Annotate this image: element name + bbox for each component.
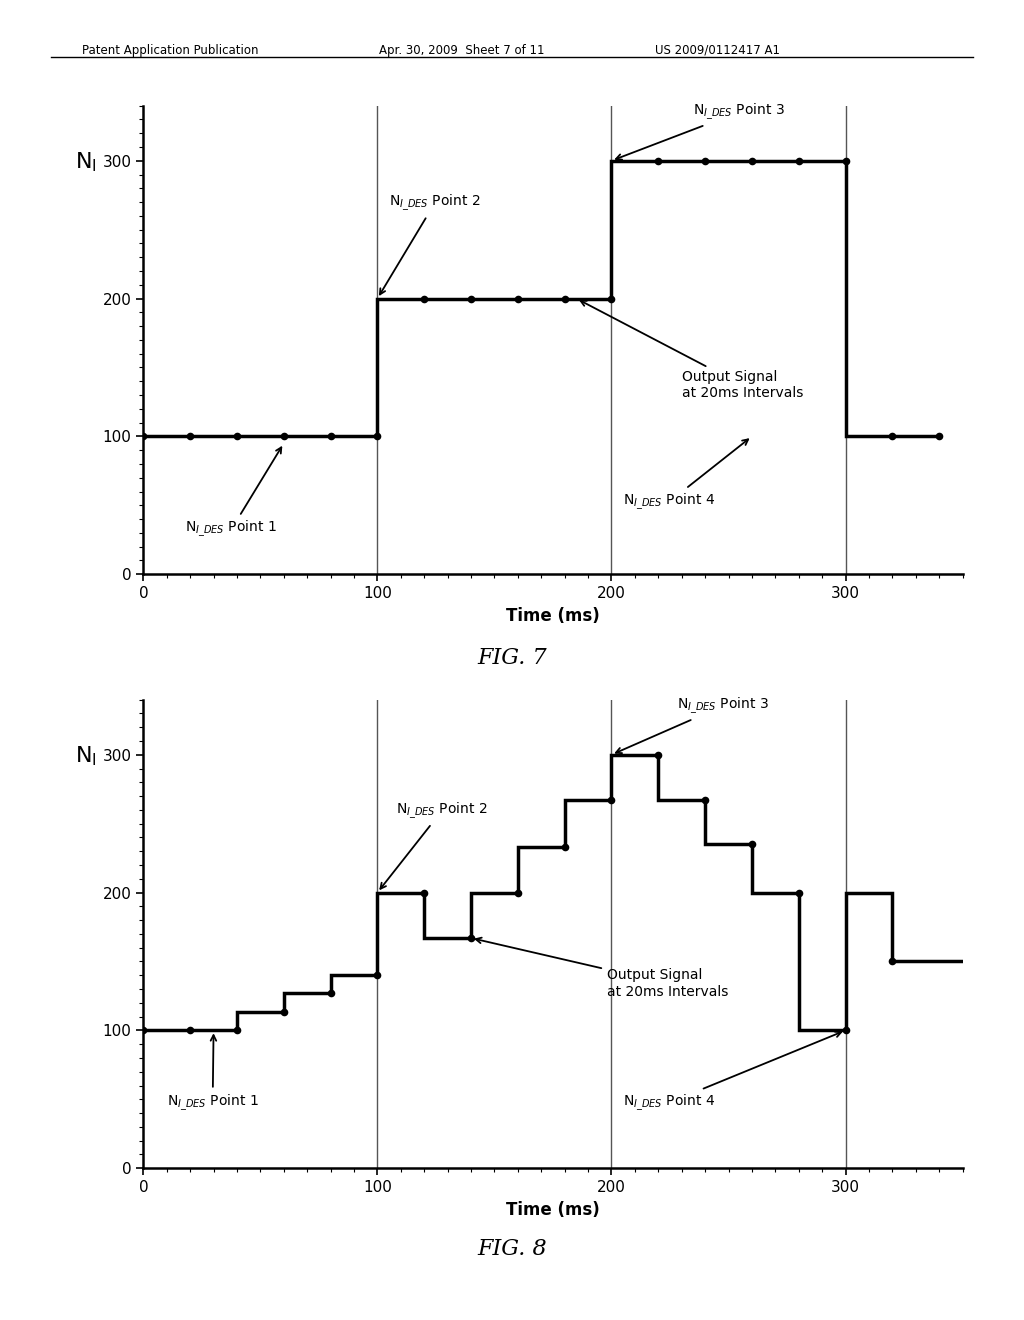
Text: Apr. 30, 2009  Sheet 7 of 11: Apr. 30, 2009 Sheet 7 of 11 bbox=[379, 44, 545, 57]
Text: N$_{I\_DES}$ Point 3: N$_{I\_DES}$ Point 3 bbox=[616, 102, 785, 160]
Text: N$_{I\_DES}$ Point 2: N$_{I\_DES}$ Point 2 bbox=[380, 193, 480, 294]
X-axis label: Time (ms): Time (ms) bbox=[506, 607, 600, 624]
Y-axis label: N$_\mathregular{I}$: N$_\mathregular{I}$ bbox=[75, 150, 97, 174]
Text: N$_{I\_DES}$ Point 3: N$_{I\_DES}$ Point 3 bbox=[615, 696, 769, 754]
Text: N$_{I\_DES}$ Point 4: N$_{I\_DES}$ Point 4 bbox=[624, 1032, 841, 1113]
Text: Output Signal
at 20ms Intervals: Output Signal at 20ms Intervals bbox=[476, 937, 728, 998]
Text: FIG. 8: FIG. 8 bbox=[477, 1238, 547, 1261]
X-axis label: Time (ms): Time (ms) bbox=[506, 1201, 600, 1218]
Text: US 2009/0112417 A1: US 2009/0112417 A1 bbox=[655, 44, 780, 57]
Text: N$_{I\_DES}$ Point 4: N$_{I\_DES}$ Point 4 bbox=[624, 440, 749, 512]
Text: N$_{I\_DES}$ Point 1: N$_{I\_DES}$ Point 1 bbox=[167, 1035, 259, 1113]
Text: N$_{I\_DES}$ Point 1: N$_{I\_DES}$ Point 1 bbox=[185, 447, 282, 540]
Text: Output Signal
at 20ms Intervals: Output Signal at 20ms Intervals bbox=[581, 301, 803, 400]
Y-axis label: N$_\mathregular{I}$: N$_\mathregular{I}$ bbox=[75, 744, 97, 768]
Text: FIG. 7: FIG. 7 bbox=[477, 647, 547, 669]
Text: Patent Application Publication: Patent Application Publication bbox=[82, 44, 258, 57]
Text: N$_{I\_DES}$ Point 2: N$_{I\_DES}$ Point 2 bbox=[380, 800, 487, 888]
